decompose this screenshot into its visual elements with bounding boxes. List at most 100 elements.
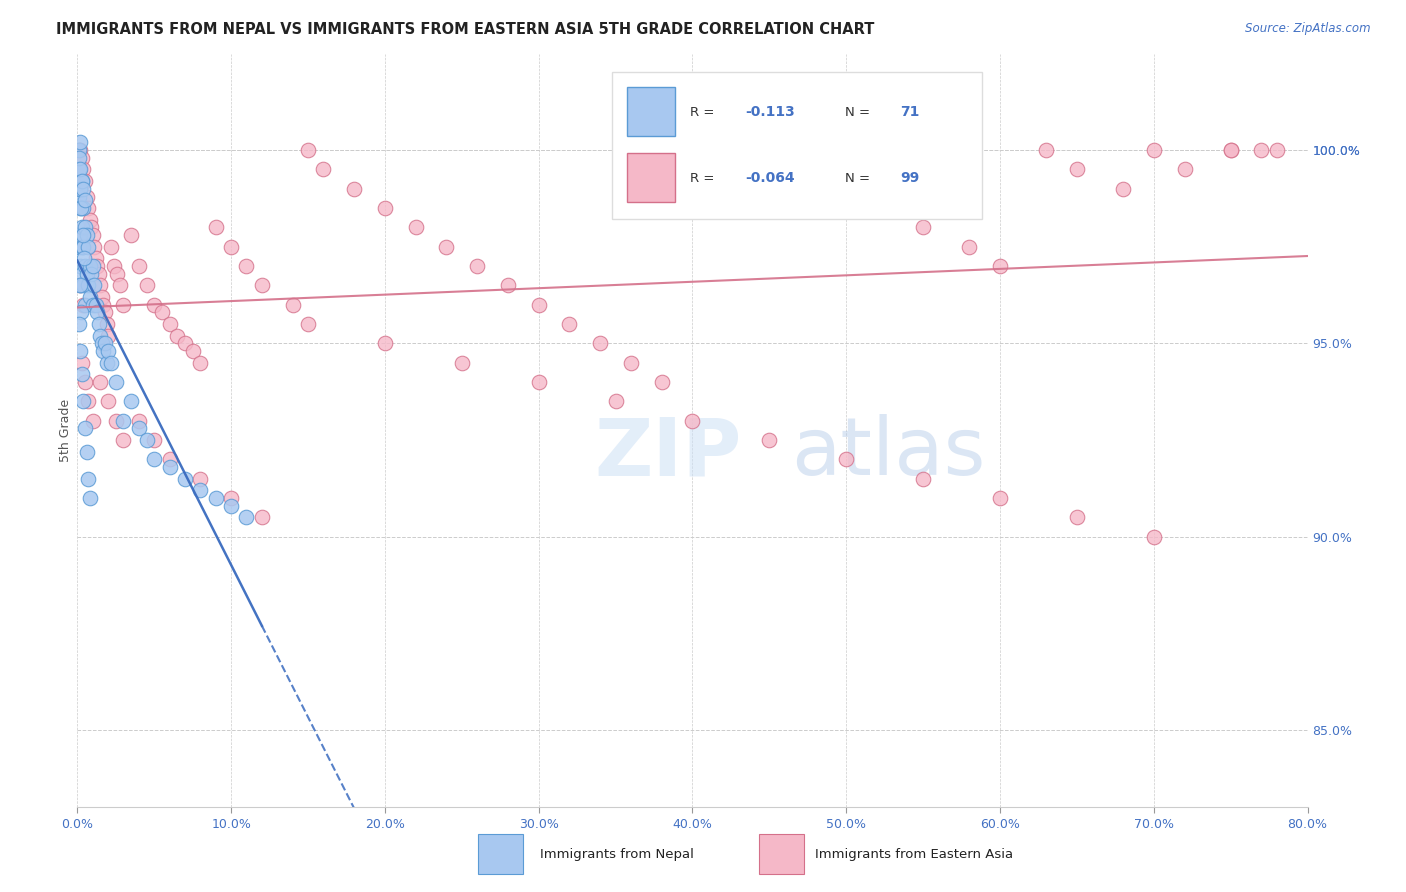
Point [70,305,93,319]
Point [83,240,105,254]
Text: ZIP: ZIP [595,414,741,492]
Point [103,259,125,273]
Point [912,220,935,235]
Point [235,259,257,273]
Point [84,298,107,312]
Point [69,182,91,196]
Point [312,162,335,177]
Point [97,328,120,343]
Point [150,305,173,319]
Point [1066,162,1088,177]
Point [76,228,98,243]
Point [90,290,114,304]
Point [94,305,117,319]
Point [67,189,90,203]
Point [250,510,273,524]
Point [374,201,396,215]
Point [135,278,157,293]
Point [69,278,91,293]
Point [89,375,111,389]
Point [1143,143,1166,157]
Point [84,252,107,266]
Point [69,143,91,157]
Point [159,460,181,475]
Point [73,194,96,208]
Point [742,162,765,177]
Point [72,182,94,196]
Point [70,174,93,188]
Point [67,162,90,177]
Point [97,394,120,409]
Point [73,375,96,389]
Point [76,267,98,281]
Point [96,356,118,370]
Point [89,278,111,293]
Point [73,421,96,435]
Point [143,298,166,312]
Point [1066,510,1088,524]
Point [297,317,319,331]
Point [82,259,104,273]
Point [436,240,458,254]
Point [79,290,101,304]
Point [67,151,90,165]
Point [69,182,91,196]
Point [620,356,643,370]
Point [70,201,93,215]
Point [112,433,135,447]
Point [77,278,100,293]
Point [86,305,108,319]
Point [105,267,128,281]
Point [450,356,472,370]
Point [711,143,734,157]
Point [204,220,226,235]
Point [912,472,935,486]
Point [190,483,212,498]
Point [82,228,104,243]
Point [83,278,105,293]
Point [67,143,90,157]
Point [90,336,114,351]
Point [773,182,796,196]
Point [110,278,132,293]
Point [100,356,122,370]
FancyBboxPatch shape [478,834,523,874]
Point [174,472,197,486]
Point [79,212,101,227]
Point [1219,143,1241,157]
Text: Immigrants from Nepal: Immigrants from Nepal [540,847,693,861]
Point [87,267,110,281]
Point [80,267,103,281]
Point [682,414,704,428]
Y-axis label: 5th Grade: 5th Grade [59,399,72,462]
Point [159,317,181,331]
Point [835,182,858,196]
Point [69,201,91,215]
Point [250,278,273,293]
Point [174,336,197,351]
Point [94,336,117,351]
Point [69,344,91,359]
Point [72,201,94,215]
Point [219,491,242,505]
Point [77,240,100,254]
Point [465,259,488,273]
Point [120,228,142,243]
Text: Immigrants from Eastern Asia: Immigrants from Eastern Asia [815,847,1014,861]
Point [405,220,427,235]
Point [72,394,94,409]
Point [86,259,108,273]
Point [67,143,90,157]
Point [204,491,226,505]
Point [181,344,204,359]
Text: IMMIGRANTS FROM NEPAL VS IMMIGRANTS FROM EASTERN ASIA 5TH GRADE CORRELATION CHAR: IMMIGRANTS FROM NEPAL VS IMMIGRANTS FROM… [56,22,875,37]
Point [1265,143,1288,157]
Point [1112,182,1135,196]
Point [67,240,90,254]
Point [70,368,93,382]
Point [77,394,100,409]
Point [159,452,181,467]
Point [104,414,127,428]
Point [219,499,242,513]
Point [77,201,100,215]
